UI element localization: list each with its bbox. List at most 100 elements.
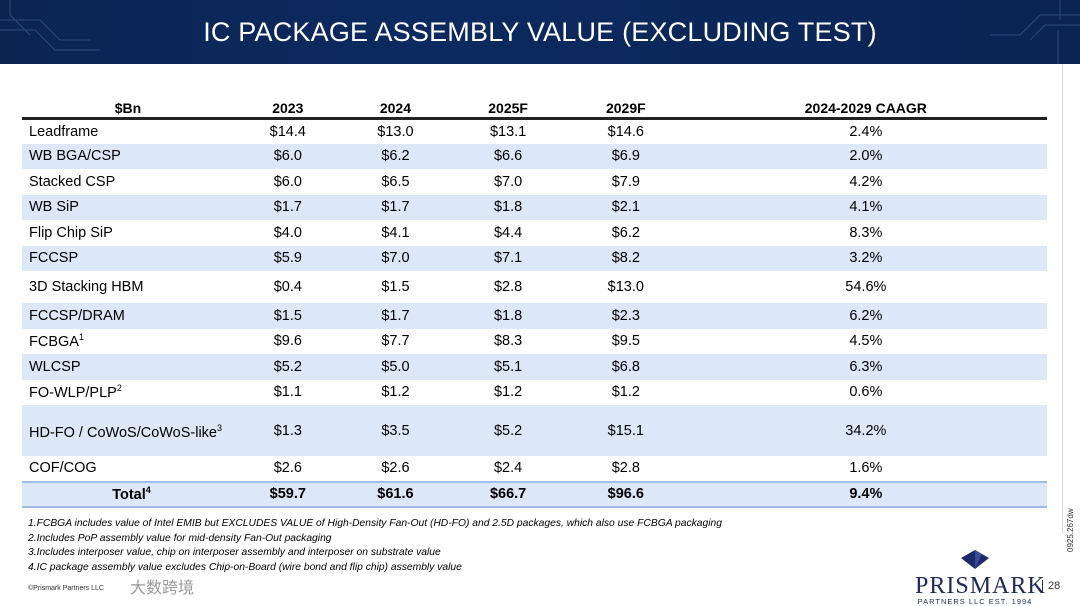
cell-value: $2.8 <box>611 460 640 477</box>
row-label-text: Flip Chip SiP <box>29 224 113 241</box>
row-label: FCCSP <box>22 245 234 271</box>
cell-value: 2.0% <box>684 143 1047 169</box>
row-label: FCCSP/DRAM <box>22 303 234 329</box>
table-row: WB BGA/CSP $6.0 $6.2 $6.6 $6.9 2.0% <box>22 143 1047 169</box>
cell-value: $66.7 <box>449 480 567 508</box>
table-row: Stacked CSP $6.0 $6.5 $7.0 $7.9 4.2% <box>22 169 1047 195</box>
cell-value: $7.0 <box>493 173 523 190</box>
cell-value: $7.9 <box>611 173 640 190</box>
row-label: Total4 <box>22 480 234 508</box>
footnote: 2.Includes PoP assembly value for mid-de… <box>28 532 332 544</box>
cell-value: $6.8 <box>566 354 685 380</box>
row-label-text: WLCSP <box>29 358 81 375</box>
cell-value: $1.8 <box>449 303 567 329</box>
cell-value: $9.5 <box>611 333 640 350</box>
row-label-text: FO-WLP/PLP <box>29 385 117 402</box>
header-2025f: 2025F <box>449 100 567 120</box>
cell-value: 1.6% <box>849 460 883 477</box>
cell-value: $6.0 <box>273 173 302 190</box>
header-2024: 2024 <box>341 100 450 120</box>
table-row: WLCSP $5.2 $5.0 $5.1 $6.8 6.3% <box>22 354 1047 380</box>
cell-value: $1.7 <box>234 194 342 220</box>
cell-value: $4.0 <box>273 224 302 241</box>
cell-value: $7.0 <box>341 245 450 271</box>
cell-value: $13.1 <box>489 123 527 140</box>
cell-value: $1.1 <box>273 384 302 401</box>
cell-value: 3.2% <box>684 245 1047 271</box>
cell-value: $2.8 <box>493 279 523 295</box>
row-label: FCBGA1 <box>22 329 234 355</box>
cell-value: 6.3% <box>684 354 1047 380</box>
cell-value: $6.9 <box>566 143 685 169</box>
diamond-logo-icon <box>961 550 989 569</box>
header-caagr: 2024-2029 CAAGR <box>684 100 1047 120</box>
row-label-text: WB BGA/CSP <box>29 148 121 165</box>
page-title: IC PACKAGE ASSEMBLY VALUE (EXCLUDING TES… <box>203 17 877 47</box>
cell-value: $1.2 <box>381 384 410 401</box>
footnote: 3.Includes interposer value, chip on int… <box>28 547 441 558</box>
table-row: COF/COG $2.6 $2.6 $2.4 $2.8 1.6% <box>22 456 1047 482</box>
cell-value: $9.6 <box>273 333 302 350</box>
cell-value: $6.5 <box>381 173 410 190</box>
footnote-marker: 1 <box>78 332 84 343</box>
cell-value: 4.5% <box>849 333 883 350</box>
row-label: Leadframe <box>22 118 234 144</box>
cell-value: 4.2% <box>849 173 883 190</box>
cell-value: $7.7 <box>381 333 410 350</box>
row-label-text: FCCSP/DRAM <box>29 307 125 324</box>
cell-value: 9.4% <box>684 480 1047 508</box>
cell-value: 34.2% <box>684 405 1047 456</box>
cell-value: $96.6 <box>566 480 685 508</box>
document-code: 0925.267dw <box>1066 508 1075 552</box>
cell-value: $5.1 <box>449 354 567 380</box>
cell-value: $0.4 <box>273 279 302 295</box>
footnote-marker: 4 <box>145 485 151 496</box>
cell-value: 54.6% <box>845 279 887 295</box>
logo-subtitle: PARTNERS LLC EST. 1994 <box>917 597 1033 606</box>
cell-value: $6.0 <box>234 143 342 169</box>
cell-value: $1.5 <box>381 279 410 295</box>
cell-value: $14.4 <box>269 123 306 140</box>
watermark: 大数跨境 <box>130 580 195 597</box>
row-label-text: WB SiP <box>29 199 79 216</box>
table-row: FCCSP $5.9 $7.0 $7.1 $8.2 3.2% <box>22 245 1047 271</box>
cell-value: $13.0 <box>377 123 414 140</box>
cell-value: 2.4% <box>849 123 883 140</box>
table-row: Flip Chip SiP $4.0 $4.1 $4.4 $6.2 8.3% <box>22 220 1047 246</box>
row-label-text: 3D Stacking HBM <box>29 279 144 295</box>
table-row: HD-FO / CoWoS/CoWoS-like3 $1.3 $3.5 $5.2 $15… <box>22 405 1047 456</box>
cell-value: $14.6 <box>607 123 644 140</box>
table-row: FO-WLP/PLP2 $1.1 $1.2 $1.2 $1.2 0.6% <box>22 380 1047 406</box>
prismark-logo: PRISMARK PARTNERS LLC EST. 1994 <box>915 548 1046 606</box>
cell-value: $1.5 <box>234 303 342 329</box>
table-row: WB SiP $1.7 $1.7 $1.8 $2.1 4.1% <box>22 194 1047 220</box>
cell-value: $6.6 <box>449 143 567 169</box>
table-row: FCCSP/DRAM $1.5 $1.7 $1.8 $2.3 6.2% <box>22 303 1047 329</box>
row-label: 3D Stacking HBM <box>22 271 234 303</box>
copyright: ©Prismark Partners LLC <box>28 585 104 592</box>
table-row: 3D Stacking HBM $0.4 $1.5 $2.8 $13.0 54.6% <box>22 271 1047 303</box>
cell-value: $4.1 <box>381 224 410 241</box>
row-label-text: HD-FO / CoWoS/CoWoS-like <box>29 424 217 441</box>
header-2023: 2023 <box>234 100 342 120</box>
cell-value: 4.1% <box>684 194 1047 220</box>
cell-value: $13.0 <box>607 279 644 295</box>
cell-value: $5.0 <box>341 354 450 380</box>
logo-name: PRISMARK <box>915 573 1046 599</box>
footnote: 1.FCBGA includes value of Intel EMIB but… <box>28 518 723 529</box>
footnote-marker: 3 <box>217 423 223 434</box>
cell-value: $5.2 <box>234 354 342 380</box>
cell-value: $2.4 <box>493 460 523 477</box>
cell-value: $5.2 <box>449 405 567 456</box>
row-label: Flip Chip SiP <box>22 220 234 246</box>
cell-value: $15.1 <box>566 405 685 456</box>
cell-value: $8.2 <box>566 245 685 271</box>
table-row: Leadframe $14.4 $13.0 $13.1 $14.6 2.4% <box>22 118 1047 144</box>
cell-value: $61.6 <box>341 480 450 508</box>
cell-value: $6.2 <box>341 143 450 169</box>
cell-value: $5.9 <box>234 245 342 271</box>
divider <box>1062 64 1063 534</box>
cell-value: $2.6 <box>273 460 302 477</box>
cell-value: $1.7 <box>341 303 450 329</box>
cell-value: 6.2% <box>684 303 1047 329</box>
